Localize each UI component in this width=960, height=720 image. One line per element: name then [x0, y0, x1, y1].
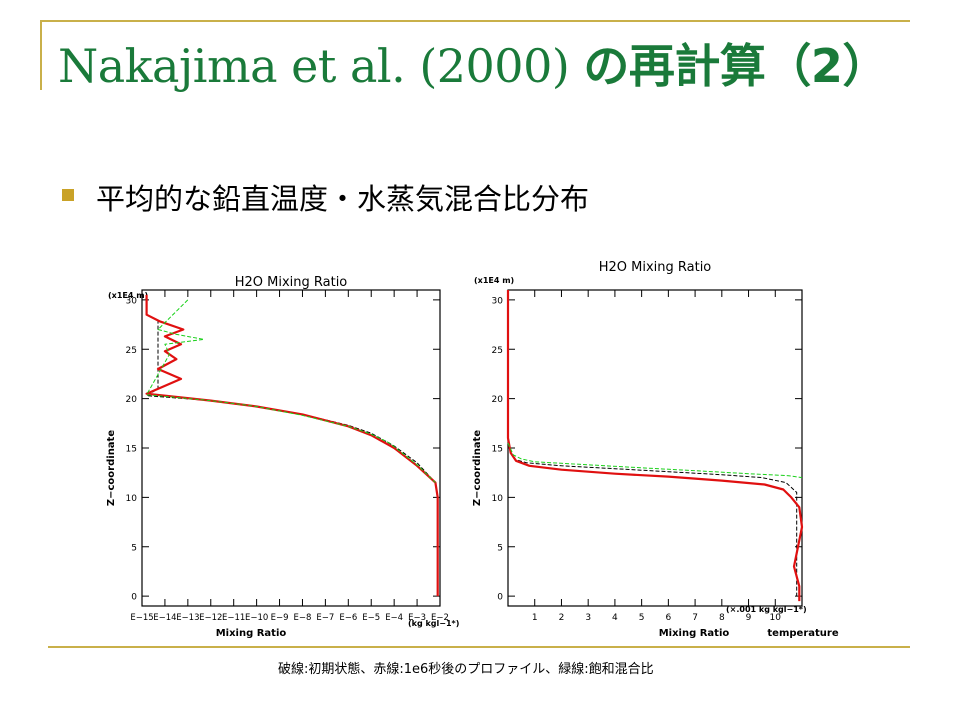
- slide-title-jp: の再計算（2）: [583, 39, 888, 93]
- x-axis-label-temperature: temperature: [767, 628, 838, 638]
- y-tick-label-2: 5: [497, 543, 503, 553]
- bullet-square-icon: [62, 189, 74, 201]
- footer-accent-line: [48, 646, 910, 648]
- x-tick-label-2: 6: [665, 613, 671, 623]
- y-unit-label-2: (x1E4 m): [474, 276, 514, 285]
- x-tick-label-2: 9: [746, 613, 752, 623]
- x-tick-label-2: 7: [692, 613, 698, 623]
- slide-title: Nakajima et al. (2000) の再計算（2）: [58, 30, 888, 96]
- title-accent-vertical: [40, 20, 42, 90]
- y-tick-label-1: 15: [126, 445, 137, 455]
- chart-title-2: H2O Mixing Ratio: [599, 260, 712, 275]
- x-tick-label-1: E−4: [385, 613, 403, 623]
- title-accent-horizontal: [40, 20, 910, 22]
- slide-title-latin: Nakajima et al. (2000): [58, 39, 570, 93]
- series-line-1-2: [145, 294, 439, 597]
- y-axis-label-1: Z−coordinate: [106, 430, 117, 506]
- charts-svg: H2O Mixing Ratio(x1E4 m)Z−coordinate0510…: [106, 260, 839, 639]
- x-tick-label-2: 1: [532, 613, 538, 623]
- x-tick-label-2: 10: [770, 613, 782, 623]
- y-tick-label-2: 30: [492, 296, 504, 306]
- series-line-1-3: [146, 299, 436, 483]
- x-tick-label-1: E−2: [431, 613, 449, 623]
- series-line-2-2: [506, 290, 804, 602]
- y-tick-label-2: 25: [492, 346, 503, 356]
- x-tick-label-2: 8: [719, 613, 725, 623]
- chart-panel: H2O Mixing Ratio (x1E4 m) Z−coordinate 0 5 10…: [96, 228, 944, 639]
- x-tick-label-2: 3: [585, 613, 591, 623]
- y-tick-label-2: 20: [492, 395, 504, 405]
- series-line-1-1: [146, 319, 439, 597]
- y-tick-label-1: 20: [126, 395, 138, 405]
- x-tick-label-1: E−9: [271, 613, 289, 623]
- x-tick-label-1: E−7: [316, 613, 334, 623]
- y-axis-label-2: Z−coordinate: [472, 430, 483, 506]
- x-tick-label-2: 4: [612, 613, 618, 623]
- x-tick-label-1: E−5: [362, 613, 380, 623]
- x-tick-label-1: E−13: [176, 613, 199, 623]
- y-tick-label-2: 0: [497, 593, 503, 603]
- x-unit-label-2: (×.001 kg kgl−1*): [726, 605, 807, 614]
- x-tick-label-1: E−3: [408, 613, 426, 623]
- y-tick-label-1: 0: [131, 593, 137, 603]
- y-tick-label-1: 5: [131, 543, 137, 553]
- x-tick-label-1: E−6: [339, 613, 357, 623]
- y-tick-label-2: 10: [492, 494, 504, 504]
- x-tick-label-1: E−14: [153, 613, 176, 623]
- x-axis-label-2: Mixing Ratio: [659, 628, 730, 638]
- x-axis-label-1: Mixing Ratio: [216, 628, 287, 638]
- y-tick-label-1: 25: [126, 346, 137, 356]
- bullet-text: 平均的な鉛直温度・水蒸気混合比分布: [96, 182, 590, 216]
- series-line-2-1: [507, 290, 798, 597]
- x-tick-label-1: E−11: [222, 613, 245, 623]
- x-tick-label-1: E−12: [199, 613, 222, 623]
- figure-caption: 破線:初期状態、赤線:1e6秒後のプロファイル、緑線:飽和混合比: [278, 662, 654, 677]
- x-tick-label-2: 2: [559, 613, 565, 623]
- x-unit-label-1: (kg kgl−1*): [408, 619, 459, 628]
- x-tick-label-2: 5: [639, 613, 645, 623]
- x-tick-label-1: E−8: [294, 613, 312, 623]
- x-tick-label-1: E−15: [130, 613, 153, 623]
- y-tick-label-1: 30: [126, 296, 138, 306]
- y-tick-label-2: 15: [492, 445, 503, 455]
- y-unit-label-1: (x1E4 m): [108, 291, 148, 300]
- plot-frame-2: [507, 289, 803, 607]
- series-line-2-3: [507, 442, 803, 479]
- x-tick-label-1: E−10: [245, 613, 268, 623]
- chart-title-1: H2O Mixing Ratio: [235, 275, 348, 290]
- y-tick-label-1: 10: [126, 494, 138, 504]
